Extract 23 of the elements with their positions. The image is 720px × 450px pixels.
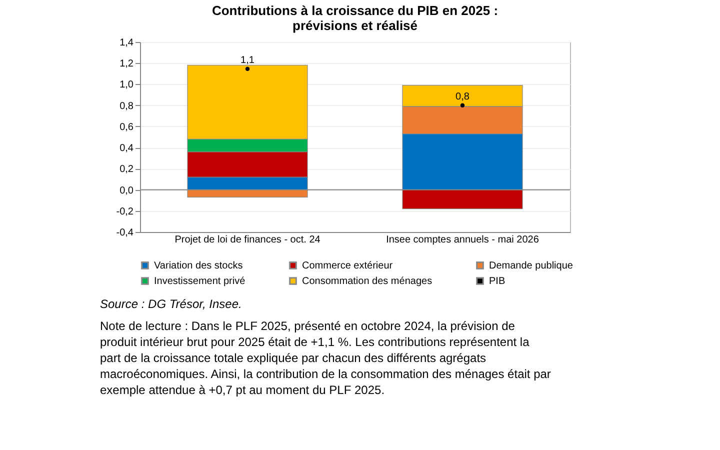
y-tick-label: 1,4	[120, 38, 134, 48]
chart-title: Contributions à la croissance du PIB en 2025 : prévisions et réalisé	[212, 3, 498, 33]
y-tick-label: 1,0	[120, 80, 134, 91]
legend-label: Investissement privé	[154, 276, 246, 287]
data-label: 1,1	[240, 54, 255, 66]
x-tick-label: Projet de loi de finances - oct. 24	[174, 234, 321, 246]
legend-label: Consommation des ménages	[302, 276, 432, 287]
y-tick-label: 0,4	[120, 143, 134, 154]
legend-label: PIB	[489, 276, 506, 287]
text: Note de lecture : Dans le PLF 2025, présenté en octobre 2024, la prévision de produit intérieur brut pour 2025 était de +1,1 %. Les contributions représentent la part de la croissance totale expliquée par chacun des différents agrégats macroéconomiques. Ainsi, la contribution de la consommation des ménages était par exemple attendue à +0,7 pt au moment du PLF 2025.	[100, 319, 551, 397]
legend-label: Demande publique	[489, 260, 574, 272]
legend-label: Variation des stocks	[154, 260, 243, 272]
y-tick-label: 0,8	[120, 100, 134, 112]
legend-label: Commerce extérieur	[302, 260, 394, 272]
data-label: 0,8	[456, 91, 470, 102]
x-tick-label: Insee comptes annuels - mai 2026	[386, 234, 540, 246]
y-tick-label: 0,2	[120, 164, 134, 176]
y-tick-label: 0,0	[120, 185, 134, 196]
y-tick-label: 1,2	[120, 58, 134, 70]
y-tick-label: 0,6	[120, 122, 134, 133]
source-note: Source : DG Trésor, Insee.	[100, 297, 242, 311]
y-tick-label: -0,4	[116, 228, 134, 238]
y-tick-label: -0,2	[116, 206, 134, 218]
